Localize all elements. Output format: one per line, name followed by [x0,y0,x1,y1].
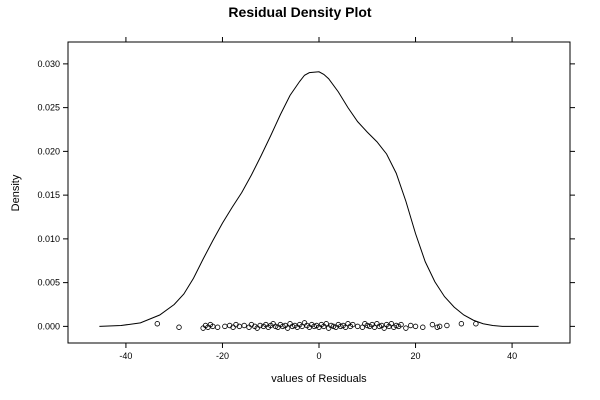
residual-point [330,323,337,330]
y-tick-label: 0.005 [37,278,60,288]
residual-point [359,324,366,330]
density-curve [99,71,539,327]
residual-point [420,324,426,330]
plot-frame [67,41,571,344]
x-axis: -40 -20 0 20 40 [119,37,517,361]
residual-point [403,325,409,331]
residual-point [398,321,404,328]
residual-point [434,324,440,330]
residual-point [154,321,160,327]
residual-point [444,322,450,329]
residual-point [241,322,247,329]
residual-point [429,321,436,328]
residual-point [412,323,419,330]
residual-point [214,324,221,330]
residual-points [154,320,479,331]
x-tick-label: 0 [316,351,321,361]
residual-point [284,325,291,331]
y-axis-label: Density [10,174,22,211]
x-tick-label: -40 [119,351,132,361]
residual-point [436,323,443,330]
residual-point [328,322,334,329]
residual-point [350,321,356,328]
residual-point [458,321,465,327]
residual-point [408,322,414,329]
residual-point [323,321,329,327]
y-tick-label: 0.010 [37,234,60,244]
residual-point [473,321,479,327]
residual-point [176,324,182,330]
x-tick-label: 40 [507,351,517,361]
residual-point [388,321,395,327]
y-tick-label: 0.020 [37,146,60,156]
y-tick-label: 0.025 [37,103,60,113]
x-tick-label: -20 [216,351,229,361]
chart-title: Residual Density Plot [228,4,371,20]
residual-point [354,323,361,330]
residual-point [222,323,228,330]
x-axis-label: values of Residuals [271,373,367,385]
y-tick-label: 0.000 [37,321,60,331]
residual-point [257,322,263,329]
y-tick-label: 0.015 [37,190,60,200]
residual-point [381,325,387,331]
residual-point [272,323,279,330]
y-axis: 0.000 0.005 0.010 0.015 0.020 0.025 0.030 [37,59,575,331]
residual-point [280,323,286,330]
y-tick-label: 0.030 [37,59,60,69]
x-tick-label: 20 [411,351,421,361]
residual-point [376,323,383,330]
